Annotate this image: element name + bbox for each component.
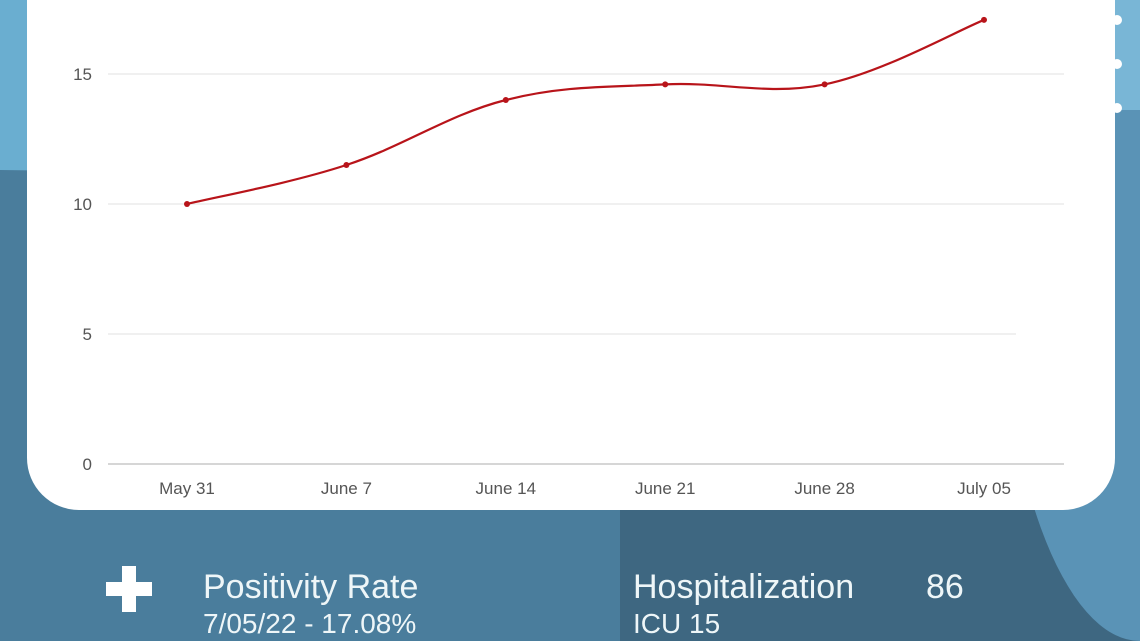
data-point <box>184 201 190 207</box>
x-tick-label: June 14 <box>476 479 537 498</box>
chart-card <box>27 0 1115 510</box>
data-point <box>981 16 987 23</box>
dot <box>1112 59 1122 69</box>
x-tick-label: June 7 <box>321 479 372 498</box>
data-point <box>502 97 509 103</box>
positivity-label: Positivity Rate <box>203 568 419 606</box>
data-point <box>821 81 828 88</box>
data-point <box>662 81 669 88</box>
y-tick-label: 15 <box>73 65 92 84</box>
dot <box>1112 103 1122 113</box>
data-point <box>343 162 350 168</box>
y-tick-labels: 0 5 10 15 <box>73 65 92 474</box>
plus-icon <box>106 566 152 612</box>
x-tick-label: June 21 <box>635 479 696 498</box>
series-line <box>186 18 985 206</box>
gridlines <box>108 73 1064 465</box>
x-tick-label: June 28 <box>794 479 855 498</box>
y-tick-label: 0 <box>83 455 92 474</box>
hospitalization-label: Hospitalization <box>633 568 855 606</box>
hospitalization-value: 86 <box>926 568 964 606</box>
dot <box>1112 15 1122 25</box>
icu-count: ICU 15 <box>633 608 721 639</box>
x-tick-label: May 31 <box>159 479 215 498</box>
y-tick-label: 10 <box>73 195 92 214</box>
positivity-value: 7/05/22 - 17.08% <box>203 608 417 639</box>
x-tick-label: July 05 <box>957 479 1011 498</box>
y-tick-label: 5 <box>83 325 92 344</box>
x-tick-labels: May 31 June 7 June 14 June 21 June 28 July 05 <box>159 479 1011 498</box>
line-chart: 0 5 10 15 May 31 June 7 June 14 June 21 June 28… <box>73 16 1064 498</box>
data-points <box>184 16 987 207</box>
